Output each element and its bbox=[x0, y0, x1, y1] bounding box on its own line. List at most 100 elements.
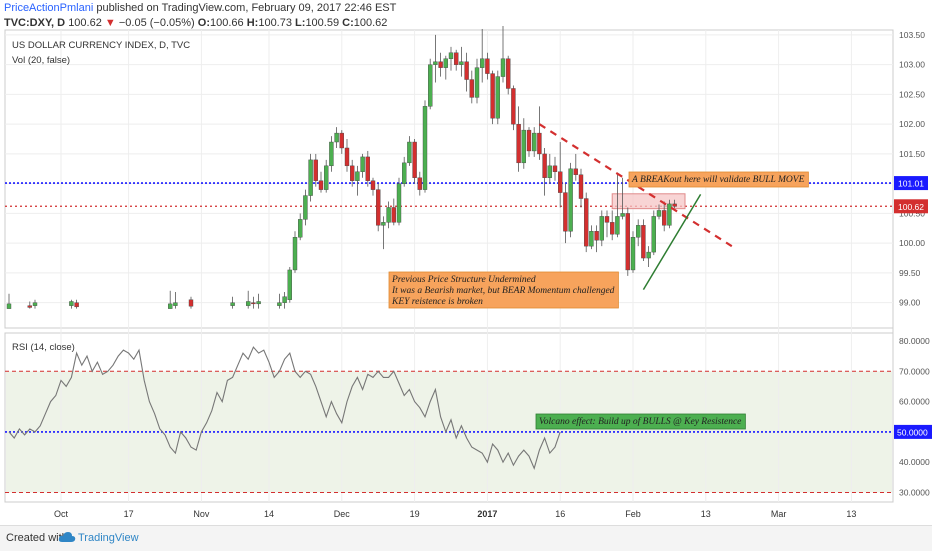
candle bbox=[277, 293, 282, 309]
price-tick-label: 99.50 bbox=[899, 268, 921, 278]
candle bbox=[360, 153, 365, 178]
candle bbox=[646, 246, 651, 267]
rsi-title: RSI (14, close) bbox=[12, 342, 75, 353]
close-label: C: bbox=[342, 17, 354, 29]
candle-body bbox=[474, 67, 480, 98]
candle bbox=[547, 153, 552, 184]
candle-body bbox=[287, 269, 292, 300]
x-tick-label: 17 bbox=[124, 509, 134, 519]
x-tick-label: Mar bbox=[771, 509, 787, 519]
candle-body bbox=[308, 159, 313, 196]
candle bbox=[506, 55, 511, 95]
candle bbox=[412, 139, 417, 184]
candle-body bbox=[641, 225, 646, 259]
candle bbox=[610, 210, 615, 241]
tradingview-brand[interactable]: TradingView bbox=[78, 532, 139, 544]
chart-title: US DOLLAR CURRENCY INDEX, D, TVC bbox=[12, 40, 190, 51]
candle-body bbox=[402, 162, 407, 184]
candle bbox=[641, 219, 646, 262]
published-text: published on TradingView.com, February 0… bbox=[96, 2, 397, 14]
candle-body bbox=[604, 216, 610, 223]
open-value: 100.66 bbox=[210, 17, 244, 29]
candle-body bbox=[459, 61, 464, 65]
candle-body bbox=[407, 141, 412, 164]
price-tick-label: 100.00 bbox=[899, 238, 925, 248]
candle-body bbox=[615, 216, 620, 235]
candle-body bbox=[256, 301, 261, 305]
candle-body bbox=[350, 165, 355, 181]
annotation-box bbox=[535, 413, 746, 430]
price-tick-label: 103.50 bbox=[899, 30, 925, 40]
open-label: O: bbox=[197, 17, 210, 29]
price-tick-label: 99.00 bbox=[899, 298, 921, 308]
price-change: −0.05 (−0.05%) bbox=[118, 17, 195, 29]
candle bbox=[594, 225, 599, 253]
candle bbox=[542, 147, 547, 196]
candle bbox=[428, 58, 433, 110]
candle-body bbox=[167, 303, 173, 309]
candle-body bbox=[438, 61, 443, 68]
candle bbox=[313, 153, 318, 187]
annotation-box bbox=[628, 171, 809, 188]
candle bbox=[443, 55, 448, 80]
candle bbox=[396, 177, 402, 226]
candle bbox=[6, 293, 12, 309]
candle-body bbox=[376, 189, 381, 226]
candle-body bbox=[422, 106, 428, 190]
candle-body bbox=[428, 64, 433, 107]
ohlc-header: TVC:DXY, D 100.62 ▼ −0.05 (−0.05%) O:100… bbox=[4, 17, 387, 29]
candle bbox=[552, 156, 558, 181]
candle-body bbox=[526, 129, 532, 152]
rsi-tick-label: 40.0000 bbox=[899, 457, 930, 467]
candle-body bbox=[443, 58, 448, 68]
candle bbox=[365, 150, 370, 187]
candle bbox=[287, 266, 292, 303]
candle-body bbox=[334, 132, 339, 143]
candle-body bbox=[188, 299, 194, 307]
candle-body bbox=[370, 180, 376, 190]
candle-body bbox=[464, 61, 469, 80]
candle-body bbox=[620, 213, 625, 217]
candle bbox=[521, 118, 526, 169]
price-tag bbox=[894, 176, 928, 191]
candle bbox=[448, 46, 454, 71]
candle-body bbox=[625, 213, 630, 271]
candle-body bbox=[32, 302, 38, 306]
candle bbox=[516, 106, 521, 172]
candle bbox=[604, 210, 610, 238]
price-tick-label: 102.50 bbox=[899, 89, 925, 99]
candle bbox=[27, 301, 32, 309]
candle bbox=[636, 219, 641, 247]
candle-body bbox=[245, 301, 251, 306]
price-tag-label: 101.01 bbox=[898, 179, 924, 189]
candle bbox=[630, 231, 636, 273]
rsi-tick-label: 80.0000 bbox=[899, 336, 930, 346]
candle bbox=[329, 136, 334, 172]
x-tick-label: 13 bbox=[846, 509, 856, 519]
candle bbox=[303, 189, 308, 226]
candle bbox=[381, 216, 386, 250]
candle-body bbox=[578, 174, 584, 199]
candle-body bbox=[547, 165, 552, 178]
bullish-trendline bbox=[642, 193, 702, 290]
candle bbox=[407, 136, 412, 166]
candle-body bbox=[651, 216, 656, 253]
author-link[interactable]: PriceActionPmlani bbox=[4, 2, 94, 14]
x-tick-label: 14 bbox=[264, 509, 274, 519]
chart-canvas[interactable]: Oct 17 Nov 14 Dec 19 2017 16 Feb 13 Mar 13 103.50 103… bbox=[0, 0, 932, 525]
annotation-text: Volcano effect: Build up of BULLS @ Key … bbox=[539, 416, 741, 427]
candle bbox=[526, 127, 532, 157]
candle bbox=[656, 204, 662, 220]
candle bbox=[573, 153, 578, 181]
candle bbox=[376, 183, 381, 232]
candle bbox=[667, 199, 672, 229]
candle bbox=[495, 70, 500, 125]
rsi-tag bbox=[894, 424, 932, 439]
candle bbox=[32, 299, 38, 309]
down-arrow-icon: ▼ bbox=[104, 17, 116, 29]
candle-body bbox=[303, 195, 308, 220]
candle-body bbox=[298, 219, 303, 238]
candle-body bbox=[589, 231, 594, 247]
candle-body bbox=[542, 153, 547, 178]
